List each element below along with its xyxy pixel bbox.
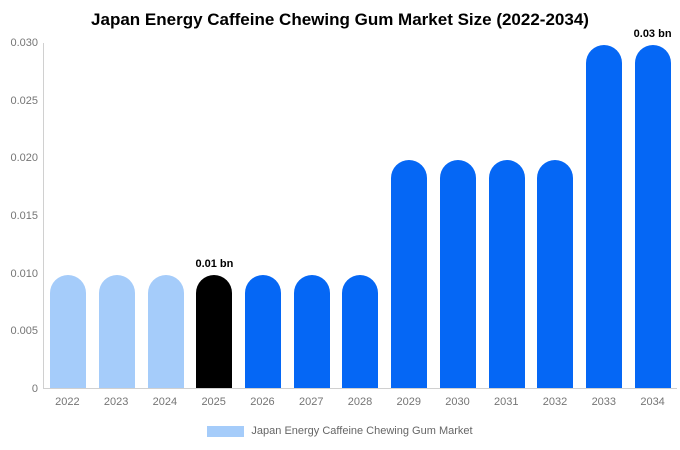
bar-2028[interactable] bbox=[342, 275, 379, 388]
bar-2026[interactable] bbox=[245, 275, 282, 388]
legend-swatch-icon bbox=[207, 425, 245, 437]
x-tick-label-2027: 2027 bbox=[298, 396, 324, 408]
bar-band-2024 bbox=[141, 43, 190, 388]
bar-2030[interactable] bbox=[439, 160, 476, 388]
x-tick-label-2029: 2029 bbox=[396, 396, 421, 408]
bar-value-label-2034: 0.03 bn bbox=[633, 28, 672, 41]
bar-value-label-2025: 0.01 bn bbox=[195, 258, 234, 271]
x-tick-label-2025: 2025 bbox=[201, 396, 226, 408]
bar-2025[interactable] bbox=[196, 275, 233, 388]
x-tick-label-2028: 2028 bbox=[347, 396, 373, 408]
y-tick-label: 0.030 bbox=[10, 37, 38, 49]
bar-band-2026 bbox=[239, 43, 288, 388]
bar-2023[interactable] bbox=[99, 275, 136, 388]
bar-2029[interactable] bbox=[391, 160, 428, 388]
legend-label: Japan Energy Caffeine Chewing Gum Market bbox=[251, 425, 473, 437]
bar-band-2032 bbox=[531, 43, 580, 388]
bar-series: 0.01 bn 0.03 bn bbox=[44, 28, 677, 388]
bar-2031[interactable] bbox=[488, 160, 525, 388]
x-tick-label-2031: 2031 bbox=[494, 396, 519, 408]
x-tick-label-2026: 2026 bbox=[250, 396, 275, 408]
bar-band-2022 bbox=[44, 43, 93, 388]
bar-2032[interactable] bbox=[537, 160, 574, 388]
bar-band-2031 bbox=[482, 43, 531, 388]
bar-band-2029 bbox=[385, 43, 434, 388]
y-tick-label: 0.005 bbox=[10, 325, 38, 338]
x-tick-label-2024: 2024 bbox=[152, 396, 178, 408]
x-tick-label-2032: 2032 bbox=[542, 396, 568, 408]
plot-area: 0.01 bn 0.03 bn bbox=[43, 28, 677, 389]
bar-2034[interactable] bbox=[634, 45, 671, 388]
legend[interactable]: Japan Energy Caffeine Chewing Gum Market bbox=[0, 425, 680, 437]
x-tick-label-2022: 2022 bbox=[55, 396, 80, 408]
y-tick-label: 0.025 bbox=[10, 94, 38, 107]
y-tick-label: 0.015 bbox=[10, 210, 38, 222]
bar-band-2034: 0.03 bn bbox=[628, 28, 677, 388]
x-axis: 2022 2023 2024 2025 2026 2027 2028 2029 2030 2031… bbox=[43, 396, 677, 408]
y-tick-label: 0.020 bbox=[10, 152, 38, 165]
bar-band-2028 bbox=[336, 43, 385, 388]
x-tick-label-2030: 2030 bbox=[445, 396, 470, 408]
bar-2033[interactable] bbox=[585, 45, 622, 388]
bar-2027[interactable] bbox=[293, 275, 330, 388]
chart-title: Japan Energy Caffeine Chewing Gum Market… bbox=[91, 10, 589, 29]
y-tick-label: 0 bbox=[31, 383, 38, 395]
y-tick-label: 0.010 bbox=[10, 267, 38, 280]
bar-band-2023 bbox=[93, 43, 142, 388]
x-tick-label-2034: 2034 bbox=[640, 396, 665, 408]
bar-band-2033 bbox=[580, 43, 629, 388]
bar-band-2030 bbox=[434, 43, 483, 388]
y-axis: 0 0.005 0.010 0.015 0.020 0.025 0.030 bbox=[0, 37, 38, 395]
bar-2024[interactable] bbox=[147, 275, 184, 388]
bar-band-2027 bbox=[287, 43, 336, 388]
x-tick-label-2033: 2033 bbox=[591, 396, 617, 408]
bar-band-2025: 0.01 bn bbox=[190, 43, 239, 388]
x-tick-label-2023: 2023 bbox=[103, 396, 129, 408]
bar-2022[interactable] bbox=[50, 275, 87, 388]
